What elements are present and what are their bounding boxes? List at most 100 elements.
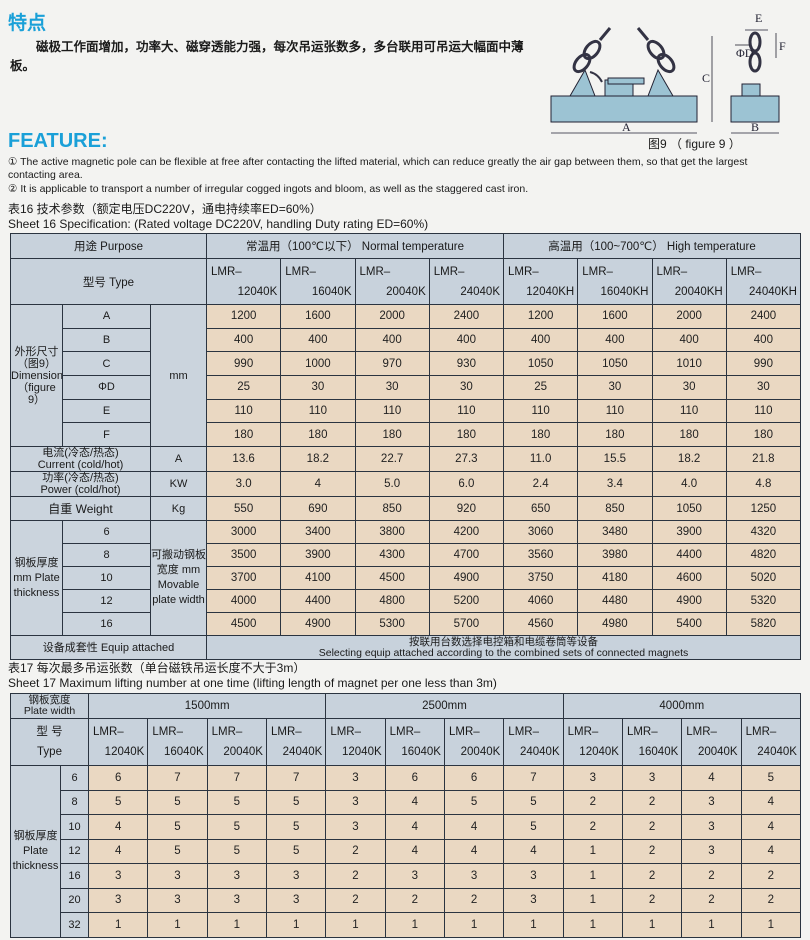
value-cell: 400 (725, 327, 802, 353)
model-header: LMR– 20040K (354, 258, 430, 305)
value-cell: 7 (265, 765, 327, 791)
cell-text: LMR– (745, 726, 777, 738)
value-cell: 2000 (651, 304, 727, 329)
value-cell: 4820 (725, 543, 802, 568)
cell-text: 12040K (237, 285, 278, 298)
value-cell: 5 (265, 814, 327, 840)
value-cell: 920 (428, 496, 505, 522)
value-cell: 2 (621, 789, 683, 815)
cell-text: 12040K (104, 746, 145, 758)
cell-text: LMR– (567, 726, 599, 738)
value-cell: 1600 (280, 304, 356, 329)
dim-label-a: A (622, 120, 631, 134)
value-cell: 5820 (725, 612, 802, 637)
value-cell: 1050 (502, 351, 579, 377)
table-row: 12 4000 4400 4800 5200 4060 4480 4900 5320 (11, 589, 802, 614)
value-cell: 4060 (502, 589, 579, 614)
model-header: LMR– 12040K (325, 718, 386, 766)
value-cell: 110 (577, 398, 653, 424)
value-cell: 3 (325, 765, 386, 791)
cell-text: LMR– (152, 726, 184, 738)
value-cell: 6 (443, 765, 505, 791)
value-cell: 3 (87, 887, 149, 913)
type-row: 型 号 Type LMR– 12040K LMR– 16040K LMR– 20040K LMR… (10, 718, 801, 766)
value-cell: 3 (147, 887, 208, 913)
sheet17-title-cn: 表17 每次最多吊运张数（单台磁铁吊运长度不大于3m） (8, 661, 306, 675)
value-cell: 4 (384, 838, 445, 864)
type-header: 型号 Type (10, 258, 207, 305)
cell-text: 16040K (638, 746, 679, 758)
value-cell: 5.0 (354, 471, 430, 498)
cell-text: 功率(冷态/热态) (42, 472, 119, 485)
value-cell: 18.2 (280, 446, 356, 473)
cell-text: 电流(冷态/热态) (42, 447, 119, 460)
cell-text: 型 号 (36, 726, 63, 738)
value-cell: 1 (681, 912, 742, 938)
value-cell: 110 (651, 398, 727, 424)
value-cell: 3000 (205, 520, 282, 545)
value-cell: 4300 (354, 543, 430, 568)
value-cell: 2 (621, 863, 683, 889)
cell-text: 20040KH (674, 285, 723, 298)
purpose-header: 用途 Purpose (10, 233, 207, 259)
value-cell: 4 (384, 814, 445, 840)
value-cell: 3 (503, 887, 564, 913)
value-cell: 690 (280, 496, 356, 522)
value-cell: 5 (147, 838, 208, 864)
value-cell: 4 (740, 838, 801, 864)
model-header: LMR– 16040K (280, 258, 356, 305)
value-cell: 2 (621, 838, 683, 864)
value-cell: 4.8 (725, 471, 802, 498)
heading-feature-en: FEATURE: (8, 130, 108, 152)
table-row: 16 3 3 3 3 2 3 3 3 1 2 2 2 (11, 863, 801, 889)
cell-text: LMR– (211, 726, 243, 738)
value-cell: 3 (325, 814, 386, 840)
cell-text: Weight (75, 501, 113, 516)
model-header: LMR– 20040K (206, 718, 267, 766)
value-cell: 2 (384, 887, 445, 913)
value-cell: 110 (205, 398, 282, 424)
value-cell: 1 (384, 912, 445, 938)
value-cell: 2 (325, 838, 386, 864)
value-cell: 930 (428, 351, 505, 377)
table-row: 10 4 5 5 5 3 4 4 5 2 2 3 4 (11, 814, 801, 840)
value-cell: 1010 (651, 351, 727, 377)
cell-text: 12040KH (526, 285, 575, 298)
value-cell: 5 (206, 838, 267, 864)
model-header: LMR– 20040KH (651, 258, 727, 305)
equip-row: 设备成套性 Equip attached 按联用台数选择电控箱和电缆卷筒等设备 Se… (10, 635, 801, 661)
movable-width-label: 可搬动钢板宽度 mm Movable plate width (150, 520, 207, 637)
value-cell: 2 (681, 887, 742, 913)
value-cell: 1050 (577, 351, 653, 377)
model-header: LMR– 12040K (562, 718, 623, 766)
value-cell: 3 (206, 863, 267, 889)
value-cell: 4500 (354, 566, 430, 591)
value-cell: 1 (562, 863, 623, 889)
value-cell: 4560 (502, 612, 579, 637)
cell-text: 12040K (341, 746, 382, 758)
model-header: LMR– 24040K (265, 718, 327, 766)
value-cell: 5 (206, 789, 267, 815)
value-cell: 15.5 (577, 446, 653, 473)
cell-text: 16040K (164, 746, 204, 758)
value-cell: 2 (740, 863, 801, 889)
value-cell: 2000 (354, 304, 430, 329)
value-cell: 4000 (205, 589, 282, 614)
thickness-label: 钢板厚度 Plate thickness (10, 765, 61, 938)
thickness-value: 12 (62, 589, 151, 614)
prop-label: 自重 Weight (10, 496, 151, 522)
sheet17-title-en: Sheet 17 Maximum lifting number at one t… (8, 676, 497, 690)
value-cell: 400 (651, 327, 727, 353)
value-cell: 400 (428, 327, 505, 353)
value-cell: 3 (325, 789, 386, 815)
prop-unit: KW (150, 471, 207, 498)
value-cell: 3 (681, 789, 742, 815)
value-cell: 2 (325, 863, 386, 889)
value-cell: 400 (354, 327, 430, 353)
table-row: 电流(冷态/热态) Current (cold/hot) A 13.6 18.2 22.7… (10, 446, 802, 473)
model-header: LMR– 24040KH (725, 258, 802, 305)
value-cell: 3400 (280, 520, 356, 545)
value-cell: 4600 (651, 566, 727, 591)
